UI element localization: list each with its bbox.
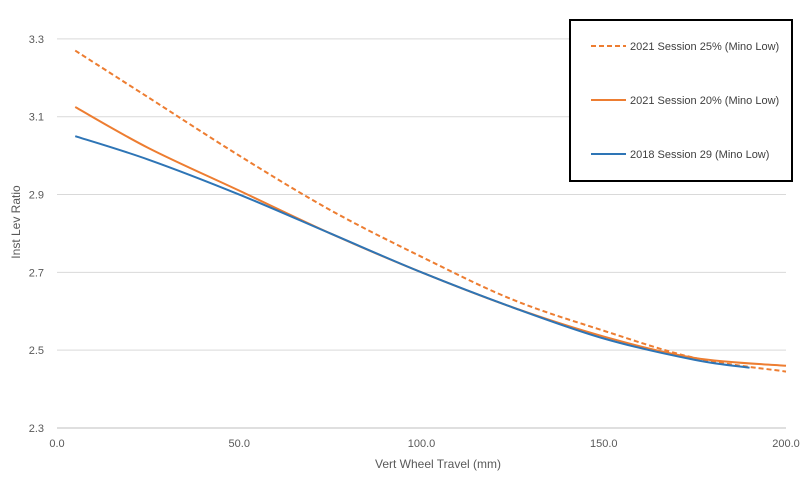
x-tick-label: 150.0 xyxy=(590,438,618,450)
legend: 2021 Session 25% (Mino Low) 2021 Session … xyxy=(569,19,793,182)
y-tick-labels: 2.3 2.5 2.7 2.9 3.1 3.3 xyxy=(29,34,44,435)
legend-label-1: 2021 Session 25% (Mino Low) xyxy=(630,41,779,53)
y-tick-label: 3.3 xyxy=(29,34,44,46)
x-axis-title: Vert Wheel Travel (mm) xyxy=(375,457,501,471)
y-axis-title: Inst Lev Ratio xyxy=(9,185,23,259)
x-tick-label: 50.0 xyxy=(229,438,250,450)
y-tick-label: 2.5 xyxy=(29,345,44,357)
y-tick-label: 2.9 xyxy=(29,190,44,202)
x-tick-label: 200.0 xyxy=(772,438,800,450)
series-lines xyxy=(74,49,787,373)
y-tick-label: 2.3 xyxy=(29,423,44,435)
x-tick-labels: 0.0 50.0 100.0 150.0 200.0 xyxy=(49,438,799,450)
y-tick-label: 3.1 xyxy=(29,112,44,124)
y-tick-label: 2.7 xyxy=(29,267,44,279)
legend-items: 2021 Session 25% (Mino Low) 2021 Session … xyxy=(591,41,779,161)
x-tick-label: 100.0 xyxy=(408,438,436,450)
series-line-1 xyxy=(74,49,787,373)
series-line-3 xyxy=(74,135,750,369)
x-tick-label: 0.0 xyxy=(49,438,64,450)
legend-label-3: 2018 Session 29 (Mino Low) xyxy=(630,149,769,161)
legend-label-2: 2021 Session 20% (Mino Low) xyxy=(630,95,779,107)
